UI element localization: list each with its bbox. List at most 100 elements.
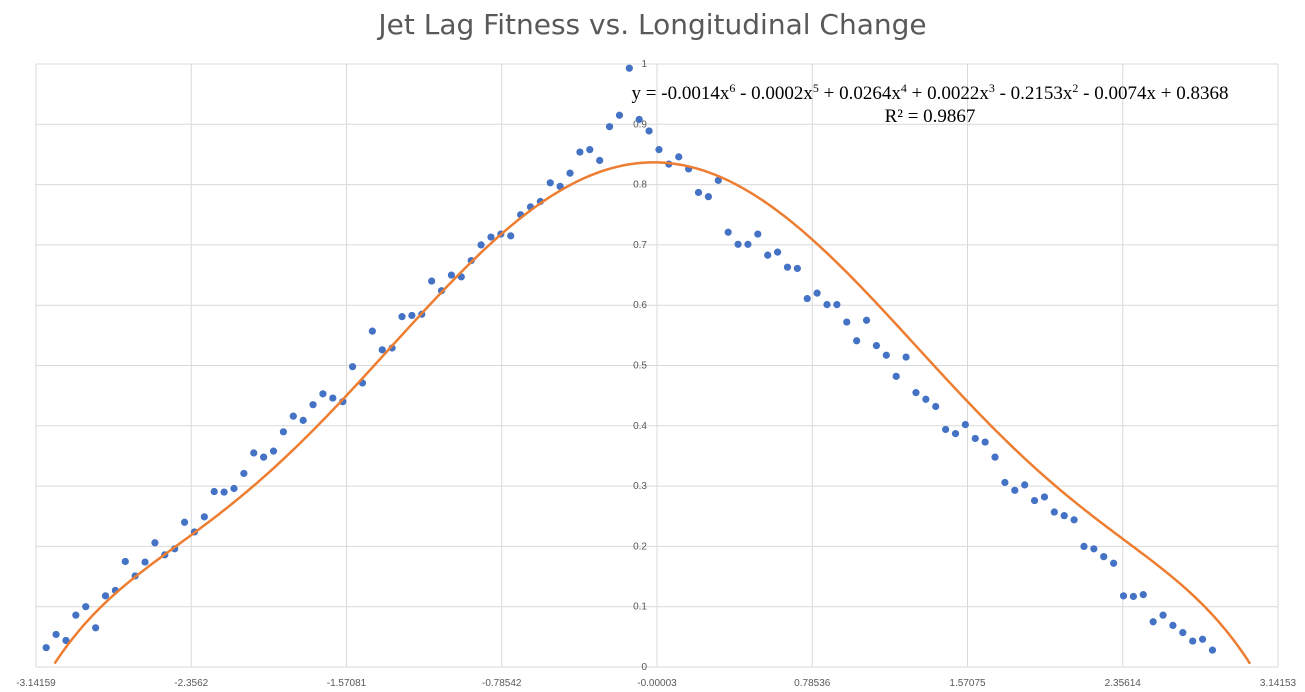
data-point xyxy=(82,603,90,611)
y-tick-label: 1 xyxy=(641,59,647,70)
data-point xyxy=(764,251,772,259)
data-point xyxy=(853,337,861,345)
data-point xyxy=(843,318,851,326)
data-point xyxy=(1090,545,1098,553)
data-point xyxy=(62,636,70,645)
data-point xyxy=(428,277,436,285)
data-point xyxy=(1030,496,1039,505)
x-tick-label: 0.78536 xyxy=(794,678,831,689)
data-point xyxy=(813,289,821,297)
y-tick-label: 0.3 xyxy=(633,481,647,492)
data-point xyxy=(586,146,594,154)
data-point xyxy=(269,447,278,455)
data-point xyxy=(200,513,208,521)
data-point xyxy=(922,395,930,403)
y-axis-ticks: 0 0.1 0.2 0.3 0.4 0.5 0.6 0.7 0.8 0.9 1 xyxy=(633,59,647,673)
data-point xyxy=(1129,592,1137,601)
data-point xyxy=(744,240,752,248)
data-point xyxy=(734,240,742,248)
data-point xyxy=(951,430,960,438)
data-point xyxy=(42,644,50,652)
data-point xyxy=(260,453,268,461)
data-point xyxy=(694,188,703,197)
data-point xyxy=(1050,508,1058,516)
data-point xyxy=(1149,618,1157,626)
data-point xyxy=(605,123,614,131)
data-point xyxy=(1021,481,1029,489)
gridlines xyxy=(35,63,1279,668)
y-tick-label: 0.1 xyxy=(633,602,647,613)
data-point xyxy=(121,557,129,566)
data-point xyxy=(250,449,258,457)
trendline-equation: y = -0.0014x6 - 0.0002x5 + 0.0264x4 + 0.… xyxy=(632,81,1229,104)
y-tick-label: 0 xyxy=(641,662,647,673)
data-point xyxy=(1189,637,1197,645)
data-point xyxy=(72,611,80,619)
data-point xyxy=(596,156,604,165)
data-point xyxy=(329,394,337,402)
x-tick-label: -0.00003 xyxy=(637,678,677,689)
data-point xyxy=(991,453,999,461)
data-point xyxy=(180,518,189,526)
data-point xyxy=(1159,611,1167,619)
y-tick-label: 0.2 xyxy=(633,541,647,552)
data-point xyxy=(309,401,317,409)
data-point xyxy=(546,179,554,187)
data-point xyxy=(92,624,100,632)
data-point xyxy=(675,153,683,161)
x-tick-label: 2.35614 xyxy=(1105,678,1142,689)
data-point xyxy=(655,146,663,154)
y-tick-label: 0.5 xyxy=(633,361,647,372)
data-point xyxy=(1169,621,1177,629)
data-point xyxy=(299,416,307,424)
data-point xyxy=(230,484,238,493)
data-point xyxy=(398,313,406,321)
data-point xyxy=(487,233,495,241)
data-point xyxy=(1208,646,1217,654)
data-point xyxy=(645,127,653,135)
data-point xyxy=(862,316,871,324)
data-point xyxy=(754,230,762,238)
x-tick-label: -2.3562 xyxy=(174,678,208,689)
data-point xyxy=(961,420,969,429)
data-point xyxy=(1100,553,1108,561)
data-point xyxy=(833,300,841,309)
data-point xyxy=(566,169,574,177)
chart-title: Jet Lag Fitness vs. Longitudinal Change xyxy=(378,8,927,41)
x-tick-label: -3.14159 xyxy=(16,678,56,689)
data-point xyxy=(220,488,228,496)
data-point xyxy=(1040,493,1049,501)
y-tick-label: 0.4 xyxy=(633,421,647,432)
data-point xyxy=(368,327,376,335)
data-point xyxy=(793,264,801,273)
data-point xyxy=(1198,635,1207,643)
data-point xyxy=(408,311,416,320)
data-point xyxy=(151,539,159,547)
data-point xyxy=(240,469,248,478)
y-tick-label: 0.8 xyxy=(633,180,647,191)
data-point xyxy=(1110,559,1118,567)
x-tick-label: 1.57075 xyxy=(949,678,986,689)
data-point xyxy=(942,425,950,434)
data-point xyxy=(704,193,713,201)
data-point xyxy=(882,351,890,359)
data-point xyxy=(912,389,920,397)
data-point xyxy=(319,390,327,398)
y-tick-label: 0.9 xyxy=(633,119,647,130)
data-point xyxy=(872,342,881,350)
data-point xyxy=(52,630,60,639)
data-point xyxy=(378,346,386,354)
data-point xyxy=(823,300,831,309)
data-point xyxy=(1070,516,1078,524)
data-point xyxy=(803,294,811,303)
data-point xyxy=(932,402,940,411)
r-squared-label: R² = 0.9867 xyxy=(885,106,976,127)
x-axis-ticks: -3.14159 -2.3562 -1.57081 -0.78542 -0.00003 0… xyxy=(16,678,1296,689)
data-point xyxy=(892,372,900,380)
x-tick-label: -0.78542 xyxy=(482,678,522,689)
data-point xyxy=(1011,486,1019,494)
data-point xyxy=(773,248,782,256)
data-point xyxy=(141,558,149,566)
data-point xyxy=(101,592,110,600)
